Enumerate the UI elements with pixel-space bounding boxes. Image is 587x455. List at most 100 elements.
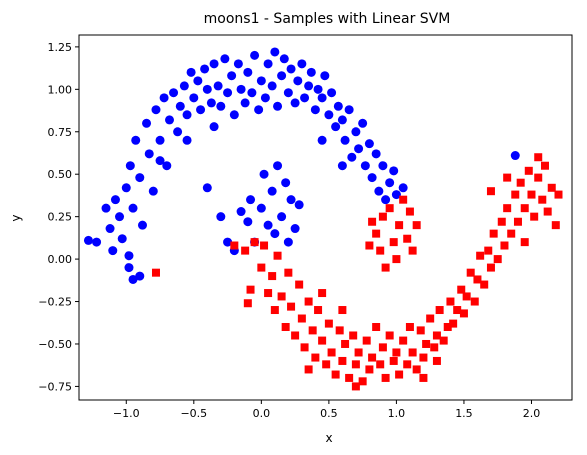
square-marker	[486, 187, 495, 196]
square-marker	[345, 373, 354, 382]
circle-marker	[121, 183, 131, 193]
circle-marker	[320, 71, 330, 81]
square-marker	[368, 353, 377, 362]
square-marker	[327, 348, 336, 357]
circle-marker	[259, 169, 269, 179]
circle-marker	[135, 173, 145, 183]
circle-marker	[216, 212, 226, 222]
circle-marker	[243, 217, 253, 227]
circle-marker	[283, 237, 293, 247]
square-marker	[351, 382, 360, 391]
circle-marker	[389, 166, 399, 176]
square-marker	[457, 285, 466, 294]
circle-marker	[236, 84, 246, 94]
circle-marker	[347, 152, 357, 162]
square-marker	[308, 326, 317, 335]
x-tick-label: 1.0	[388, 407, 406, 420]
square-marker	[399, 195, 408, 204]
square-marker	[534, 173, 543, 182]
circle-marker	[250, 50, 260, 60]
circle-marker	[162, 161, 172, 171]
y-tick-label: 0.00	[48, 253, 73, 266]
y-tick-label: −0.25	[38, 296, 72, 309]
x-axis-label: x	[325, 431, 332, 445]
square-marker	[389, 356, 398, 365]
square-marker	[470, 297, 479, 306]
square-marker	[543, 207, 552, 216]
square-marker	[257, 263, 266, 272]
square-marker	[287, 302, 296, 311]
square-marker	[395, 221, 404, 230]
circle-marker	[144, 149, 154, 159]
square-marker	[473, 275, 482, 284]
circle-marker	[169, 88, 179, 98]
square-marker	[243, 299, 252, 308]
square-marker	[277, 292, 286, 301]
square-marker	[466, 268, 475, 277]
square-marker	[513, 217, 522, 226]
square-marker	[493, 255, 502, 264]
circle-marker	[391, 190, 401, 200]
circle-marker	[277, 71, 287, 81]
circle-marker	[223, 237, 233, 247]
circle-marker	[200, 64, 210, 74]
square-marker	[399, 336, 408, 345]
chart-title: moons1 - Samples with Linear SVM	[204, 11, 451, 27]
y-tick-label: 1.00	[48, 83, 73, 96]
square-marker	[338, 306, 347, 315]
series-1	[151, 153, 563, 391]
y-tick-label: 0.25	[48, 211, 73, 224]
square-marker	[273, 251, 282, 260]
circle-marker	[510, 151, 520, 161]
circle-marker	[246, 195, 256, 205]
square-marker	[484, 246, 493, 255]
square-marker	[520, 204, 529, 213]
circle-marker	[117, 234, 127, 244]
square-marker	[264, 289, 273, 298]
circle-marker	[381, 195, 391, 205]
square-marker	[304, 297, 313, 306]
square-marker	[430, 343, 439, 352]
circle-marker	[105, 224, 115, 234]
square-marker	[385, 204, 394, 213]
square-marker	[405, 323, 414, 331]
circle-marker	[385, 178, 395, 188]
square-marker	[408, 246, 417, 255]
y-tick-label: 0.50	[48, 168, 73, 181]
square-marker	[365, 241, 374, 250]
circle-marker	[220, 54, 230, 64]
circle-marker	[263, 59, 273, 69]
square-marker	[372, 323, 381, 331]
circle-marker	[256, 203, 266, 213]
square-marker	[540, 161, 549, 170]
circle-marker	[173, 127, 183, 137]
square-marker	[376, 360, 385, 369]
axes-frame	[78, 34, 573, 401]
square-marker	[524, 166, 533, 175]
circle-marker	[227, 71, 237, 81]
square-marker	[435, 306, 444, 315]
square-marker	[516, 178, 525, 187]
square-marker	[349, 331, 358, 340]
square-marker	[318, 336, 327, 345]
square-marker	[250, 238, 259, 247]
square-marker	[405, 207, 414, 216]
circle-marker	[137, 220, 147, 230]
square-marker	[376, 246, 385, 255]
square-marker	[392, 348, 401, 357]
circle-marker	[216, 101, 226, 111]
x-tick-label: −0.5	[180, 407, 207, 420]
x-axis: −1.0 −0.5 0.0 0.5 1.0 1.5 2.0	[113, 400, 540, 420]
square-marker	[351, 360, 360, 369]
circle-marker	[124, 251, 134, 261]
square-marker	[324, 319, 333, 328]
circle-marker	[297, 59, 307, 69]
square-marker	[291, 331, 300, 340]
circle-marker	[155, 156, 165, 166]
square-marker	[412, 221, 421, 230]
circle-marker	[267, 81, 277, 91]
square-marker	[392, 255, 401, 264]
square-marker	[503, 173, 512, 182]
circle-marker	[254, 105, 264, 115]
